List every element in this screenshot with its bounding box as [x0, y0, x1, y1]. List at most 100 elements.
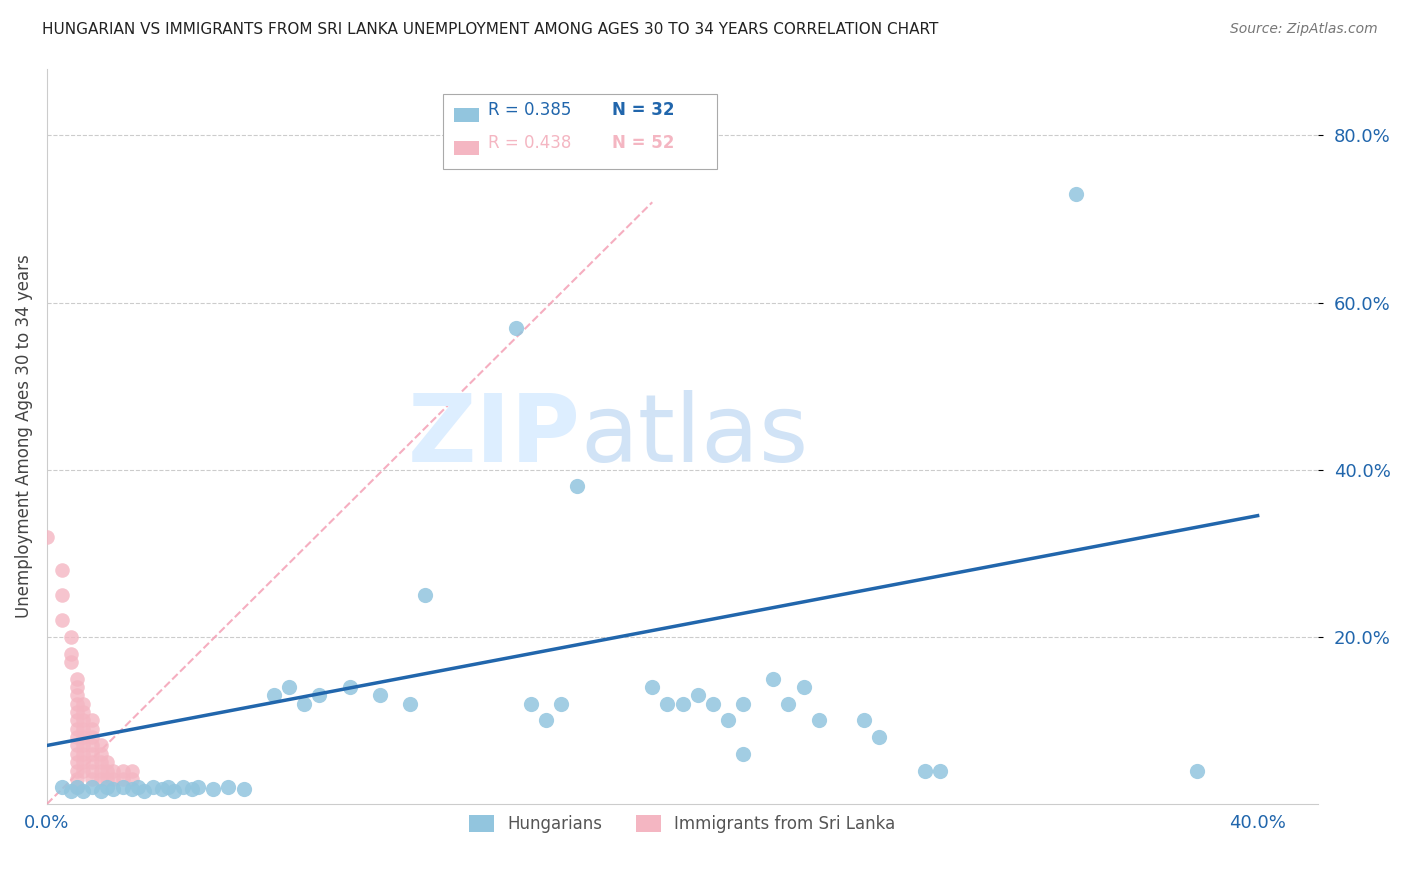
Text: N = 52: N = 52 [612, 134, 673, 152]
Point [793, 680, 815, 694]
Point [66, 722, 89, 736]
Point [111, 772, 134, 786]
Point [202, 781, 225, 796]
Point [66, 780, 89, 795]
Legend: Hungarians, Immigrants from Sri Lanka: Hungarians, Immigrants from Sri Lanka [463, 808, 903, 839]
Point [641, 680, 664, 694]
Point [72, 764, 94, 778]
Text: atlas: atlas [581, 391, 808, 483]
Point [72, 714, 94, 728]
Point [156, 780, 179, 795]
Point [72, 705, 94, 719]
Point [121, 772, 143, 786]
Point [150, 781, 173, 796]
Point [66, 689, 89, 703]
Point [66, 705, 89, 719]
Text: R = 0.438: R = 0.438 [488, 134, 571, 152]
Point [914, 764, 936, 778]
Point [127, 780, 149, 795]
Point [51, 613, 73, 627]
Point [82, 730, 104, 744]
Text: R = 0.385: R = 0.385 [488, 101, 571, 119]
Point [72, 722, 94, 736]
Point [66, 672, 89, 686]
Point [66, 772, 89, 786]
Point [96, 780, 118, 795]
Point [51, 563, 73, 577]
Point [90, 784, 112, 798]
Point [51, 780, 73, 795]
Point [72, 784, 94, 798]
Point [66, 755, 89, 769]
Point [278, 680, 301, 694]
Point [121, 764, 143, 778]
Point [90, 764, 112, 778]
Point [853, 714, 876, 728]
Point [82, 747, 104, 761]
Point [66, 764, 89, 778]
Point [778, 697, 800, 711]
Point [111, 780, 134, 795]
Point [103, 772, 125, 786]
Point [72, 730, 94, 744]
Point [292, 697, 315, 711]
Point [90, 755, 112, 769]
Point [671, 697, 693, 711]
Point [550, 697, 572, 711]
Text: HUNGARIAN VS IMMIGRANTS FROM SRI LANKA UNEMPLOYMENT AMONG AGES 30 TO 34 YEARS CO: HUNGARIAN VS IMMIGRANTS FROM SRI LANKA U… [42, 22, 939, 37]
Point [66, 747, 89, 761]
Point [132, 784, 155, 798]
Point [1064, 186, 1087, 201]
Point [520, 697, 543, 711]
Point [928, 764, 950, 778]
Point [66, 680, 89, 694]
Text: Source: ZipAtlas.com: Source: ZipAtlas.com [1230, 22, 1378, 37]
Point [163, 784, 186, 798]
Point [51, 588, 73, 602]
Point [868, 730, 890, 744]
Point [60, 655, 83, 669]
Point [399, 697, 422, 711]
Point [187, 780, 209, 795]
Point [66, 780, 89, 795]
Point [60, 647, 83, 661]
Point [60, 630, 83, 644]
Point [96, 772, 118, 786]
Point [111, 764, 134, 778]
Point [82, 739, 104, 753]
Y-axis label: Unemployment Among Ages 30 to 34 years: Unemployment Among Ages 30 to 34 years [15, 254, 32, 618]
Text: ZIP: ZIP [408, 391, 581, 483]
Point [66, 714, 89, 728]
Point [72, 747, 94, 761]
Point [103, 781, 125, 796]
Point [90, 772, 112, 786]
Point [731, 697, 754, 711]
Point [82, 772, 104, 786]
Point [96, 755, 118, 769]
Point [232, 781, 254, 796]
Point [82, 714, 104, 728]
Point [60, 784, 83, 798]
Point [657, 697, 679, 711]
Point [505, 320, 527, 334]
Point [181, 781, 204, 796]
Point [72, 697, 94, 711]
Point [263, 689, 285, 703]
Point [686, 689, 709, 703]
Point [96, 764, 118, 778]
Point [413, 588, 436, 602]
Point [72, 755, 94, 769]
Point [82, 780, 104, 795]
Point [35, 530, 58, 544]
Point [717, 714, 740, 728]
Point [66, 697, 89, 711]
Text: N = 32: N = 32 [612, 101, 673, 119]
Point [368, 689, 391, 703]
Point [103, 764, 125, 778]
Point [218, 780, 240, 795]
Point [731, 747, 754, 761]
Point [536, 714, 558, 728]
Point [308, 689, 330, 703]
Point [66, 739, 89, 753]
Point [172, 780, 194, 795]
